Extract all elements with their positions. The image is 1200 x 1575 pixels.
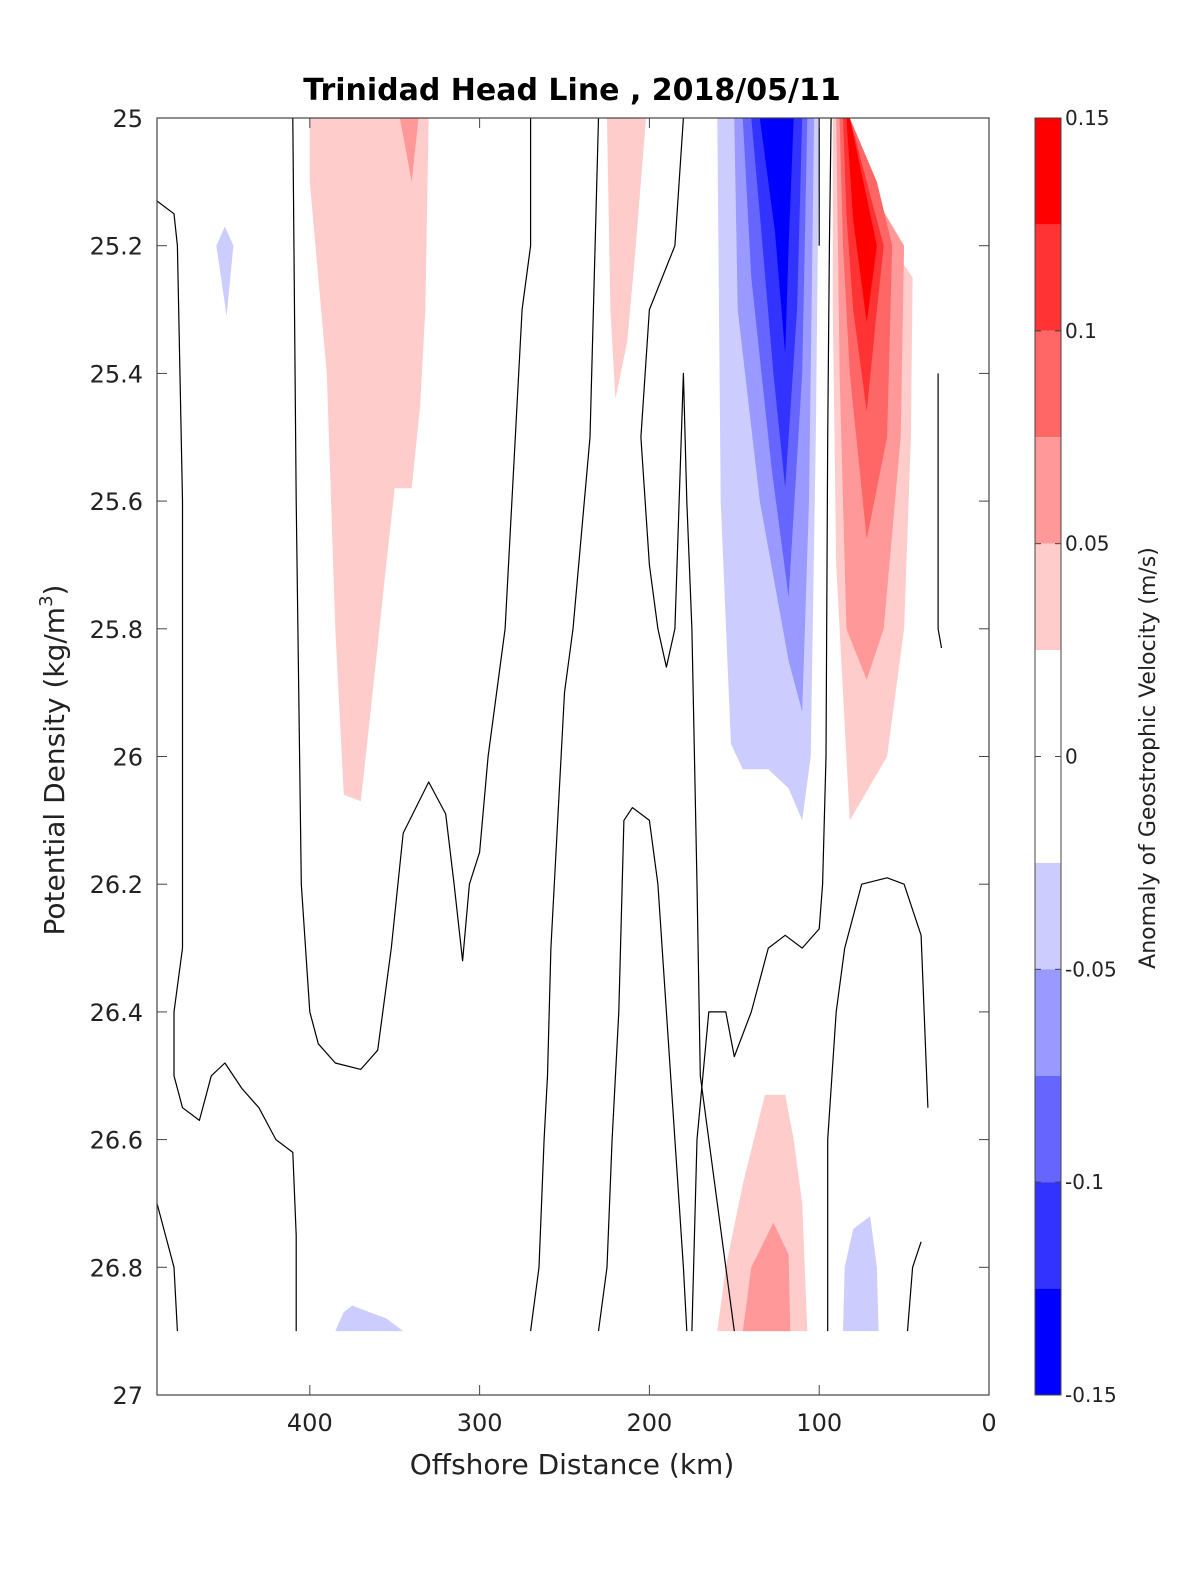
y-tick-label-26.6: 26.6 [90,1127,143,1155]
colorbar-tick-label-4: -0.05 [1065,957,1117,981]
contour-line-7 [691,117,832,1332]
colorbar-level-1 [1035,118,1061,225]
contour-line-6 [597,806,688,1332]
contour-line-9 [937,373,943,649]
region-pos-core-l5 [846,118,877,323]
contour-line-8 [827,877,929,1332]
colorbar: 0.15 0.1 0.05 0 -0.05 -0.1 -0.15 [1034,106,1117,1407]
y-tick-label-25.4: 25.4 [90,360,143,388]
x-tick-label-0: 0 [981,1409,996,1437]
y-tick-label-25.2: 25.2 [90,233,143,261]
x-axis-title: Offshore Distance (km) [410,1448,735,1481]
colorbar-level-5 [1035,543,1061,651]
region-pos-upper-400-330 [309,118,429,802]
y-tick-label-26.4: 26.4 [90,999,143,1027]
x-tick-label-300: 300 [457,1409,503,1437]
y-tick-label-25.6: 25.6 [90,488,143,516]
y-tick-label-26: 26 [112,744,143,772]
colorbar-level-9 [1035,1075,1061,1183]
colorbar-tick-label-3: 0 [1065,745,1078,769]
y-axis-ticks: 25 25.2 25.4 25.6 25.8 26 26.2 26.4 26.6 26.8 27 [90,105,989,1410]
zero-contour-lines [156,117,943,1332]
y-tick-label-26.2: 26.2 [90,871,143,899]
colorbar-tick-label-6: -0.15 [1065,1383,1117,1407]
x-tick-label-200: 200 [627,1409,673,1437]
colorbar-level-8 [1035,969,1061,1076]
plot-area: 400 300 200 100 0 25 25.2 25.4 25.6 25.8 26 26.2 26… [90,105,997,1437]
colorbar-level-11 [1035,1288,1061,1395]
region-neg-upper-455-445 [216,226,234,316]
y-tick-label-25.8: 25.8 [90,616,143,644]
region-pos-upper-345-340 [399,118,419,182]
filled-contour-regions [216,118,913,1332]
region-pos-deep-l2 [742,1222,791,1332]
chart-title: Trinidad Head Line , 2018/05/11 [303,73,840,108]
x-tick-label-400: 400 [287,1409,333,1437]
colorbar-level-3 [1035,330,1061,438]
colorbar-title: Anomaly of Geostrophic Velocity (m/s) [1136,547,1161,969]
colorbar-tick-label-1: 0.1 [1065,319,1097,343]
colorbar-tick-label-5: -0.1 [1065,1170,1104,1194]
y-tick-label-25: 25 [112,105,143,133]
y-axis-title-main: Potential Density (kg/m [38,607,71,936]
y-axis-title: Potential Density (kg/m3) [36,585,71,936]
colorbar-level-4 [1035,437,1061,544]
y-tick-label-27: 27 [112,1382,143,1410]
region-neg-core-l5 [759,118,794,355]
colorbar-tick-label-0: 0.15 [1065,106,1110,130]
y-axis-title-suffix: ) [38,585,71,596]
colorbar-level-10 [1035,1182,1061,1289]
colorbar-level-2 [1035,224,1061,331]
contour-line-1 [156,200,297,1332]
region-pos-upper-225-200 [607,118,646,399]
colorbar-tick-label-2: 0.05 [1065,532,1110,556]
colorbar-ticks: 0.15 0.1 0.05 0 -0.05 -0.1 -0.15 [1035,106,1117,1407]
contour-line-10 [906,1241,922,1332]
contour-line-3 [156,1203,178,1332]
y-tick-label-26.8: 26.8 [90,1254,143,1282]
x-tick-label-100: 100 [796,1409,842,1437]
colorbar-level-7 [1035,862,1061,970]
contour-line-2 [292,117,532,1071]
contour-line-5 [640,117,735,1332]
region-neg-deep-385-345 [335,1305,404,1332]
x-axis-ticks: 400 300 200 100 0 [287,118,997,1437]
contour-line-4 [530,117,600,1332]
region-neg-deep-80-65 [843,1216,879,1332]
y-axis-title-superscript: 3 [36,595,57,606]
